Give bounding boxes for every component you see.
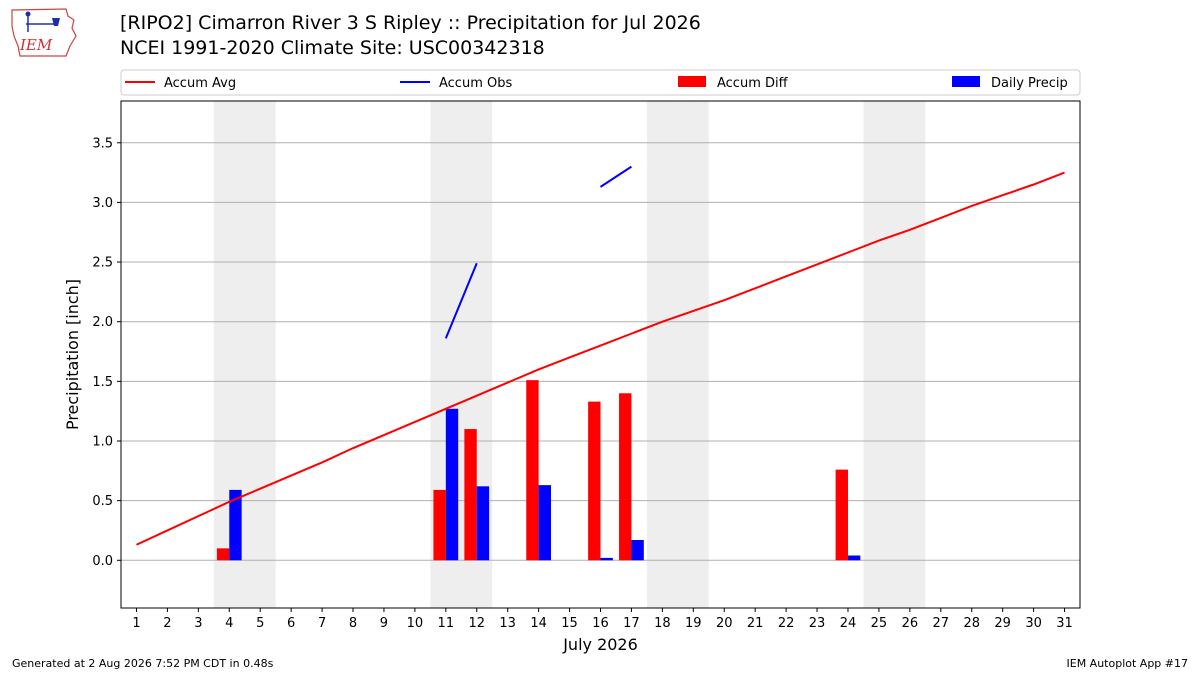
legend-label: Accum Obs	[439, 76, 512, 91]
accum-diff-bar	[835, 469, 848, 561]
weekend-shade	[213, 101, 276, 608]
x-tick-label: 1	[132, 616, 140, 631]
x-tick-label: 17	[623, 616, 640, 631]
x-tick-label: 4	[225, 616, 233, 631]
x-tick-label: 25	[871, 616, 888, 631]
daily-precip-bar	[445, 408, 459, 561]
x-tick-label: 28	[963, 616, 980, 631]
x-tick-label: 20	[716, 616, 733, 631]
x-tick-label: 3	[194, 616, 202, 631]
legend-swatch-daily-precip	[952, 76, 980, 87]
x-tick-label: 23	[809, 616, 826, 631]
accum-diff-bar	[433, 489, 446, 561]
daily-precip-bar	[847, 555, 861, 561]
x-tick-label: 27	[933, 616, 950, 631]
y-axis-label: Precipitation [inch]	[63, 279, 82, 430]
y-tick-label: 2.0	[92, 315, 113, 330]
weekend-shade	[646, 101, 709, 608]
x-tick-label: 8	[349, 616, 357, 631]
app-label: IEM Autoplot App #17	[1066, 657, 1189, 670]
x-tick-label: 5	[256, 616, 264, 631]
x-tick-label: 11	[438, 616, 455, 631]
x-tick-label: 21	[747, 616, 764, 631]
x-tick-label: 14	[530, 616, 547, 631]
y-tick-label: 0.0	[92, 554, 113, 569]
generated-timestamp: Generated at 2 Aug 2026 7:52 PM CDT in 0…	[12, 657, 274, 670]
x-tick-label: 22	[778, 616, 795, 631]
accum-avg-line	[136, 171, 1065, 546]
x-tick-label: 31	[1056, 616, 1073, 631]
accum-obs-line	[599, 165, 632, 188]
daily-precip-bar	[600, 557, 613, 561]
daily-precip-bar	[538, 485, 552, 561]
accum-diff-bar	[588, 401, 601, 561]
legend-label: Accum Avg	[164, 76, 236, 91]
accum-diff-bar	[526, 380, 539, 561]
x-tick-label: 29	[994, 616, 1011, 631]
y-tick-label: 1.0	[92, 434, 113, 449]
chart-title: [RIPO2] Cimarron River 3 S Ripley :: Pre…	[120, 12, 701, 34]
y-tick-label: 0.5	[92, 494, 113, 509]
daily-precip-bar	[631, 540, 644, 561]
x-tick-label: 15	[561, 616, 578, 631]
x-tick-label: 30	[1025, 616, 1042, 631]
legend-label: Accum Diff	[717, 76, 789, 91]
x-tick-label: 13	[499, 616, 516, 631]
legend-box	[120, 69, 1081, 96]
x-tick-label: 19	[685, 616, 702, 631]
x-tick-label: 6	[287, 616, 295, 631]
y-tick-label: 3.0	[92, 196, 113, 211]
daily-precip-bar	[476, 486, 490, 561]
x-tick-label: 9	[380, 616, 388, 631]
x-tick-label: 26	[902, 616, 919, 631]
weekend-shade	[863, 101, 926, 608]
x-tick-label: 12	[468, 616, 485, 631]
x-tick-label: 2	[163, 616, 171, 631]
accum-diff-bar	[216, 548, 230, 561]
x-tick-label: 16	[592, 616, 609, 631]
daily-precip-bar	[229, 489, 242, 561]
x-tick-label: 18	[654, 616, 671, 631]
legend-swatch-accum-diff	[678, 76, 706, 87]
iem-logo: IEM	[11, 8, 77, 57]
x-tick-label: 24	[840, 616, 857, 631]
svg-text:IEM: IEM	[19, 36, 53, 54]
accum-diff-bar	[619, 393, 632, 561]
chart-subtitle: NCEI 1991-2020 Climate Site: USC00342318	[120, 37, 545, 59]
x-tick-label: 10	[407, 616, 424, 631]
x-axis-label: July 2026	[562, 635, 638, 654]
legend-label: Daily Precip	[991, 76, 1068, 91]
x-tick-label: 7	[318, 616, 326, 631]
y-tick-label: 1.5	[92, 375, 113, 390]
accum-obs-line	[444, 262, 478, 339]
y-tick-label: 3.5	[92, 136, 113, 151]
accum-diff-bar	[464, 429, 477, 561]
y-tick-label: 2.5	[92, 256, 113, 271]
